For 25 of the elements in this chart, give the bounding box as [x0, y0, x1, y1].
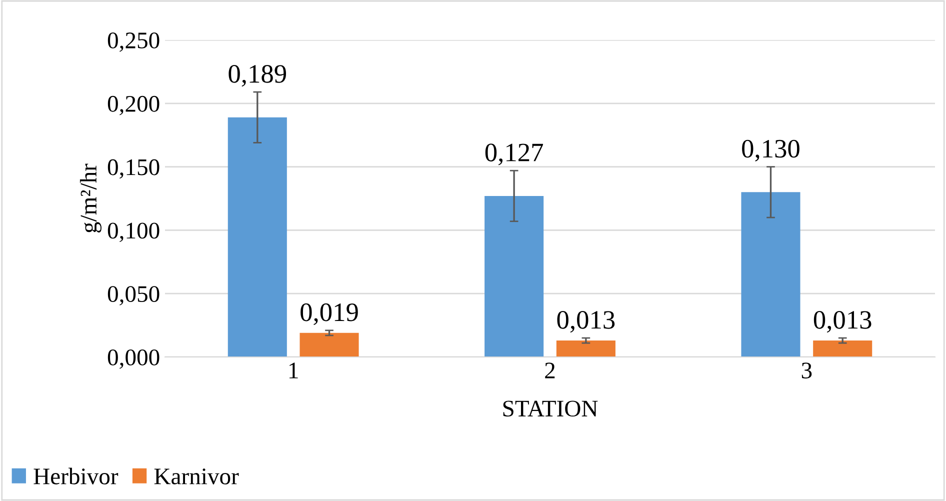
bar [228, 117, 287, 357]
bar [813, 340, 872, 357]
bar [300, 332, 359, 357]
data-label: 0,189 [228, 65, 286, 87]
data-label: 0,019 [300, 303, 358, 326]
y-tick-label: 0,250 [108, 32, 160, 52]
x-tick-label: 3 [802, 362, 812, 378]
x-tick-label: 1 [290, 362, 298, 378]
data-label: 0,127 [485, 144, 543, 166]
y-tick-label: 0,000 [108, 349, 160, 369]
y-axis-title: g/m²/hr [80, 164, 102, 233]
y-tick-label: 0,200 [108, 96, 160, 116]
data-label: 0,013 [557, 311, 615, 333]
data-label: 0,013 [814, 311, 872, 333]
legend-label: Karnivor [154, 468, 239, 484]
y-tick-label: 0,100 [108, 222, 160, 242]
data-label: 0,130 [742, 140, 800, 162]
bar [741, 192, 800, 357]
x-axis-title: STATION [503, 400, 598, 417]
y-tick-label: 0,150 [108, 159, 160, 179]
y-tick-label: 0,050 [108, 286, 160, 306]
x-tick-label: 2 [545, 362, 555, 378]
bar [556, 340, 616, 357]
bar [484, 196, 544, 357]
legend-label: Herbivor [34, 468, 118, 484]
